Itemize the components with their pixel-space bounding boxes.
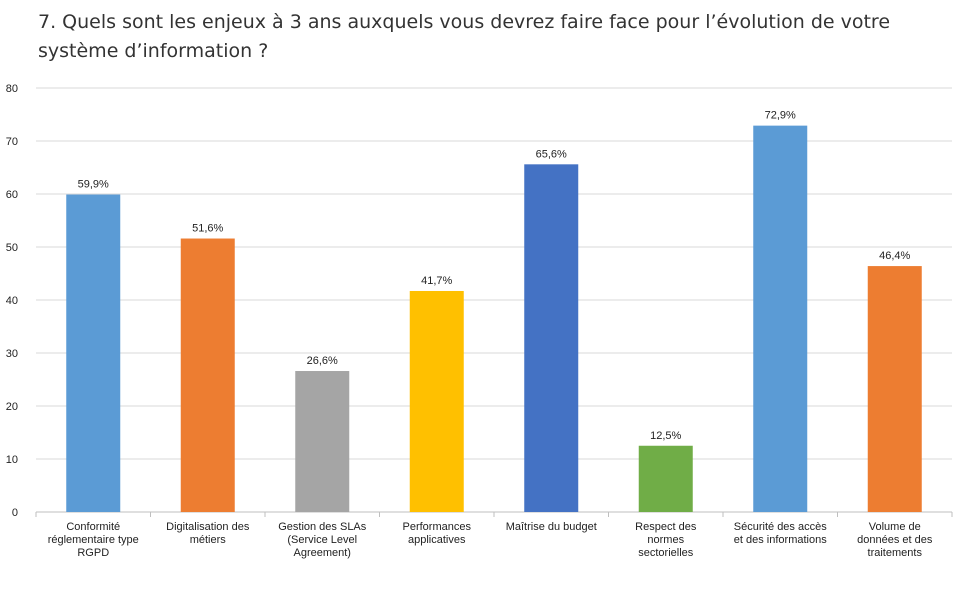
bar — [524, 164, 579, 512]
y-tick-label: 60 — [6, 189, 18, 201]
x-category-label: Respect des normes sectorielles — [635, 521, 697, 559]
data-label: 65,6% — [536, 148, 567, 160]
data-label: 46,4% — [879, 250, 910, 262]
bar — [409, 290, 464, 512]
data-label: 51,6% — [192, 223, 223, 235]
y-tick-label: 40 — [6, 295, 18, 307]
x-category-label: Sécurité des accès et des informations — [733, 521, 827, 546]
data-label: 26,6% — [307, 355, 338, 367]
x-category-label: Performances applicatives — [402, 521, 471, 546]
data-label: 59,9% — [78, 179, 109, 191]
bar — [180, 238, 235, 512]
bar — [295, 371, 350, 512]
bar — [638, 445, 693, 512]
y-tick-label: 80 — [6, 83, 18, 95]
data-label: 41,7% — [421, 275, 452, 287]
x-category-label: Maîtrise du budget — [505, 521, 597, 533]
x-category-label: Digitalisation des métiers — [166, 521, 250, 546]
bar — [66, 194, 121, 512]
y-tick-label: 20 — [6, 401, 18, 413]
y-tick-label: 50 — [6, 242, 18, 254]
x-category-label: Conformité réglementaire type RGPD — [47, 521, 139, 559]
x-category-label: Volume de données et des traitements — [857, 521, 933, 559]
y-tick-label: 10 — [6, 454, 18, 466]
chart-title: 7. Quels sont les enjeux à 3 ans auxquel… — [38, 11, 891, 62]
bar — [753, 125, 808, 512]
y-tick-label: 30 — [6, 348, 18, 360]
bar — [867, 266, 922, 512]
y-tick-label: 0 — [12, 507, 18, 519]
data-label: 12,5% — [650, 430, 681, 442]
x-category-label: Gestion des SLAs (Service Level Agreemen… — [278, 521, 367, 559]
y-tick-label: 70 — [6, 136, 18, 148]
data-label: 72,9% — [765, 110, 796, 122]
